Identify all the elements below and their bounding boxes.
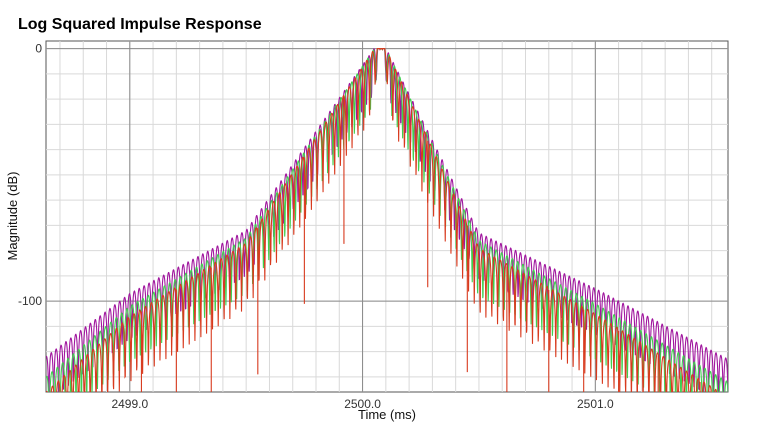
series-layer	[46, 48, 728, 392]
series-line	[46, 48, 718, 392]
y-tick-label: 0	[35, 42, 42, 56]
x-axis-label: Time (ms)	[358, 407, 416, 422]
y-tick-labels: 0 -100	[18, 42, 42, 309]
y-axis-label: Magnitude (dB)	[5, 172, 20, 261]
x-tick-label: 2500.0	[344, 397, 381, 411]
x-tick-label: 2501.0	[577, 397, 614, 411]
y-tick-label: -100	[18, 294, 42, 308]
series-line	[46, 48, 728, 392]
x-tick-labels: 2499.0 2500.0 2501.0	[111, 397, 614, 411]
chart-title: Log Squared Impulse Response	[18, 16, 262, 33]
x-tick-label: 2499.0	[111, 397, 148, 411]
